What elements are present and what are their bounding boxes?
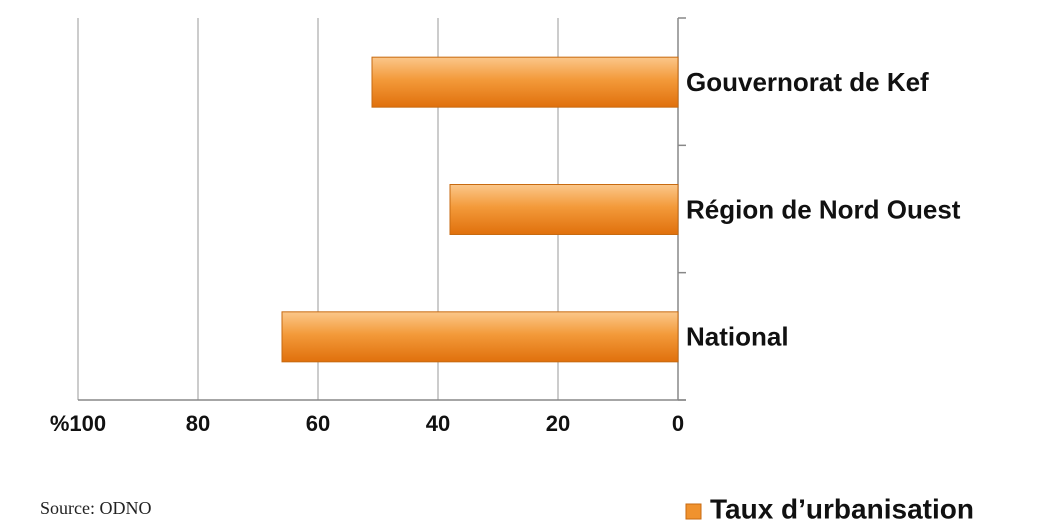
legend-label: Taux d’urbanisation bbox=[710, 493, 974, 524]
x-tick-label: 20 bbox=[546, 411, 570, 436]
x-tick-label: 40 bbox=[426, 411, 450, 436]
bar bbox=[281, 311, 679, 363]
category-label: Région de Nord Ouest bbox=[686, 194, 961, 224]
x-tick-label: 80 bbox=[186, 411, 210, 436]
bar bbox=[371, 56, 679, 108]
legend-swatch bbox=[685, 503, 702, 520]
source-note: Source: ODNO bbox=[40, 498, 151, 518]
category-label: National bbox=[686, 322, 789, 352]
x-tick-label: 60 bbox=[306, 411, 330, 436]
x-tick-label: %100 bbox=[50, 411, 106, 436]
x-tick-label: 0 bbox=[672, 411, 684, 436]
bar bbox=[449, 184, 679, 235]
category-label: Gouvernorat de Kef bbox=[686, 67, 929, 97]
